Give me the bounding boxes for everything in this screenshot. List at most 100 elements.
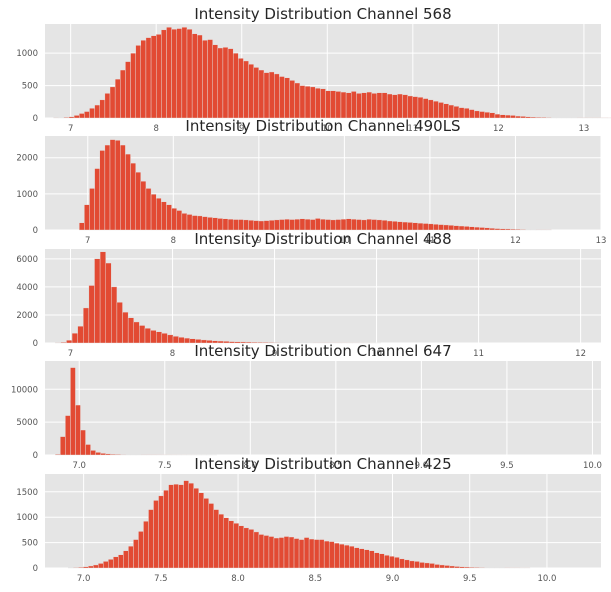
histogram-bar [303, 537, 310, 569]
histogram-bar [299, 85, 306, 119]
histogram-bar [409, 560, 415, 569]
histogram-bar [335, 91, 342, 119]
x-tick-label: 7 [85, 236, 90, 246]
histogram-bar [438, 102, 444, 119]
histogram-bar [83, 566, 89, 569]
x-tick-label: 9.0 [386, 574, 400, 584]
histogram-bar [315, 87, 321, 119]
histogram-bar [125, 153, 131, 231]
histogram-bar [98, 563, 104, 569]
histogram-bar [140, 40, 147, 119]
histogram-bar [114, 78, 121, 119]
histogram-bar [77, 325, 84, 344]
histogram-bar [320, 218, 326, 231]
histogram-bar [95, 452, 101, 456]
histogram-bar [212, 217, 218, 231]
histogram-bar [114, 140, 121, 231]
histogram-bar [510, 228, 516, 231]
histogram-bar [168, 484, 174, 569]
histogram-bar [125, 61, 131, 119]
histogram-bar [318, 539, 325, 569]
histogram-bar [510, 115, 516, 119]
y-tick-label: 6000 [16, 255, 38, 265]
histogram-bar [340, 91, 347, 119]
y-tick-label: 0 [33, 226, 38, 236]
histogram-bar [274, 73, 280, 119]
x-tick-label: 11 [473, 349, 484, 359]
x-tick-label: 12 [575, 349, 586, 359]
histogram-bar [223, 517, 229, 569]
x-tick-label: 7.5 [158, 461, 172, 471]
histogram-bar [248, 529, 255, 569]
x-tick-label: 9 [272, 349, 277, 359]
histogram-bar [155, 197, 162, 231]
histogram-bar [122, 311, 129, 344]
histogram-bar [279, 76, 285, 119]
histogram-bar [217, 218, 224, 231]
histogram-bar [546, 117, 552, 119]
histogram-bar [364, 549, 370, 569]
histogram-bar [173, 483, 179, 569]
histogram-bar [325, 219, 331, 231]
y-tick-label: 500 [22, 82, 38, 92]
histogram-bar [386, 93, 393, 119]
histogram-bar [163, 490, 169, 569]
chart-panel-2: 7 8 9 10 11 12 0 2000 4000 6000 [16, 249, 601, 359]
histogram-bar [454, 566, 460, 569]
histogram-bar [325, 90, 331, 119]
histogram-bar [188, 482, 194, 569]
histogram-bar [392, 94, 398, 119]
histogram-bar [75, 404, 81, 456]
histogram-bar [429, 563, 435, 569]
histogram-bar [479, 567, 485, 569]
histogram-bar [253, 220, 260, 231]
y-tick-label: 1000 [16, 49, 38, 59]
histogram-bar [340, 218, 347, 231]
histogram-bar [366, 91, 372, 119]
histogram-bar [381, 92, 388, 119]
chart-title: Intensity Distribution Channel 490LS [185, 117, 460, 135]
histogram-bar [515, 229, 521, 231]
histogram-bar [289, 80, 295, 119]
histogram-bar [449, 565, 455, 569]
histogram-bar [258, 69, 265, 119]
histogram-bar [161, 201, 167, 231]
histogram-bar [371, 219, 378, 231]
histogram-bar [344, 544, 350, 569]
y-tick-label: 2000 [16, 311, 38, 321]
histogram-bar [79, 113, 85, 119]
x-tick-label: 11 [425, 236, 436, 246]
x-tick-label: 7.0 [72, 461, 86, 471]
histogram-bar [386, 220, 393, 231]
histogram-bar [217, 47, 224, 119]
histogram-bar [278, 537, 285, 569]
histogram-bar [248, 63, 254, 119]
histogram-bar [328, 541, 335, 569]
histogram-bar [288, 536, 295, 569]
histogram-bar [232, 52, 239, 119]
histogram-bar [371, 93, 378, 119]
histogram-bar [469, 226, 475, 231]
histogram-bar [116, 302, 123, 344]
histogram-bar [110, 454, 117, 456]
histogram-bar [474, 110, 480, 119]
histogram-bar [540, 117, 547, 119]
histogram-bar [376, 92, 383, 119]
histogram-bar [361, 92, 367, 119]
chart-title: Intensity Distribution Channel 425 [194, 455, 451, 473]
chart-title: Intensity Distribution Channel 647 [194, 342, 451, 360]
histogram-bar [88, 285, 95, 344]
histogram-bar [150, 194, 157, 231]
histogram-bar [84, 111, 90, 119]
histogram-bar [284, 77, 290, 119]
histogram-bar [323, 540, 330, 569]
histogram-bar [140, 180, 147, 231]
histogram-bar [186, 214, 193, 231]
histogram-bar [178, 484, 184, 569]
histogram-bar [133, 539, 139, 569]
histogram-bar [489, 227, 496, 231]
histogram-bar [299, 218, 306, 231]
histogram-bar [89, 108, 95, 119]
histogram-bar [213, 509, 219, 569]
histogram-bar [248, 220, 254, 231]
